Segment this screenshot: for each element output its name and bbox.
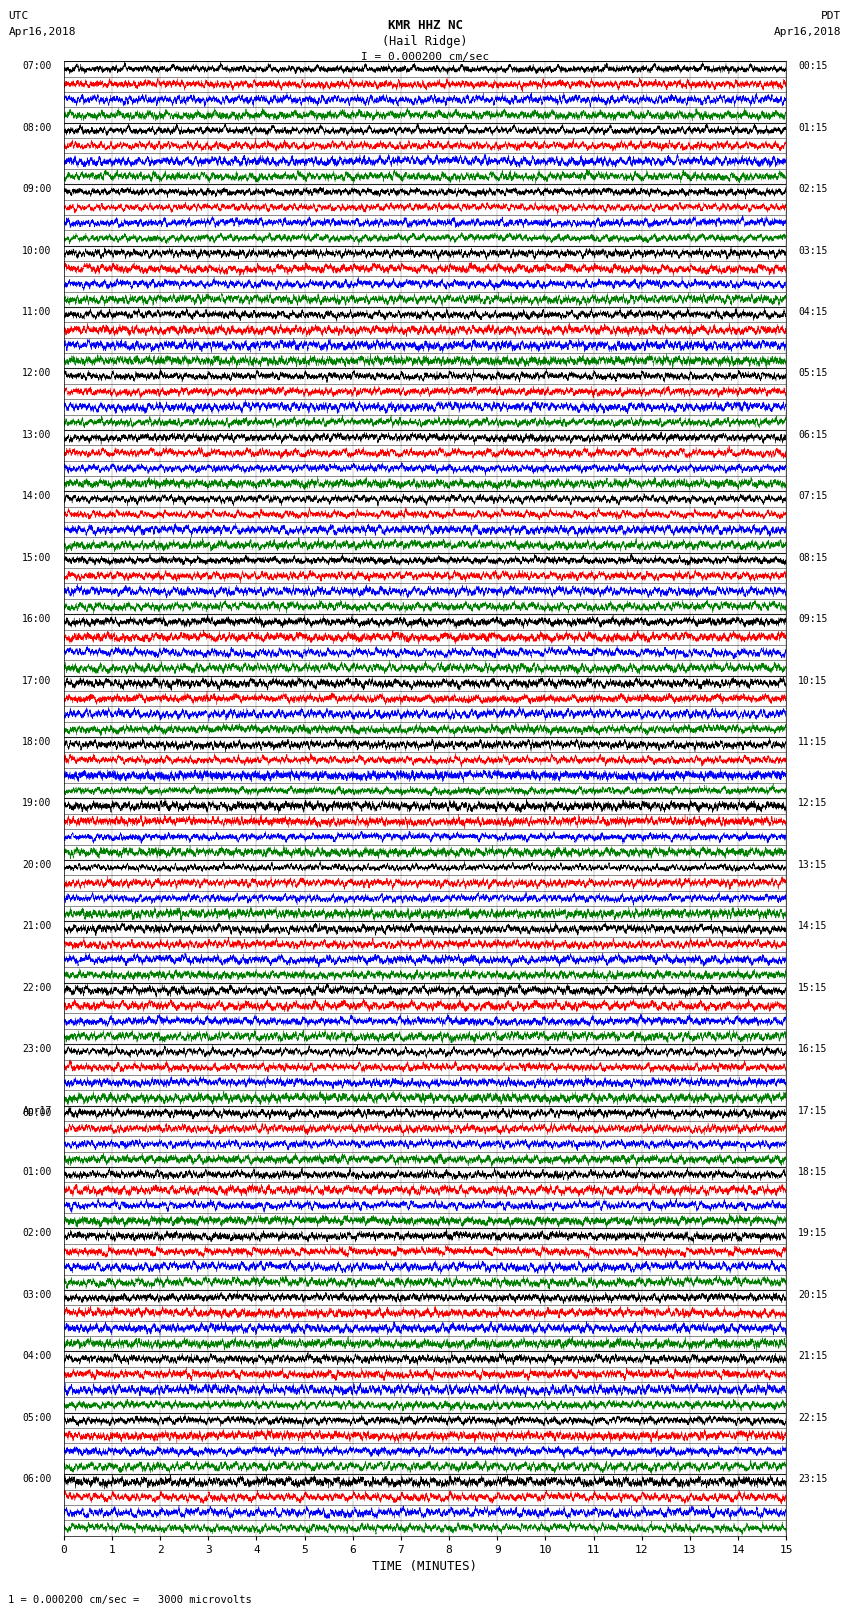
Text: 03:15: 03:15 bbox=[798, 245, 828, 255]
Text: UTC: UTC bbox=[8, 11, 29, 21]
Text: 02:15: 02:15 bbox=[798, 184, 828, 194]
X-axis label: TIME (MINUTES): TIME (MINUTES) bbox=[372, 1560, 478, 1573]
Text: 05:15: 05:15 bbox=[798, 368, 828, 379]
Text: 03:00: 03:00 bbox=[22, 1290, 52, 1300]
Text: 16:15: 16:15 bbox=[798, 1044, 828, 1055]
Text: 20:15: 20:15 bbox=[798, 1290, 828, 1300]
Text: 14:15: 14:15 bbox=[798, 921, 828, 931]
Text: 21:00: 21:00 bbox=[22, 921, 52, 931]
Text: KMR HHZ NC: KMR HHZ NC bbox=[388, 19, 462, 32]
Text: 16:00: 16:00 bbox=[22, 615, 52, 624]
Text: 11:00: 11:00 bbox=[22, 306, 52, 318]
Text: 06:15: 06:15 bbox=[798, 431, 828, 440]
Text: 08:15: 08:15 bbox=[798, 553, 828, 563]
Text: 20:00: 20:00 bbox=[22, 860, 52, 869]
Text: 17:00: 17:00 bbox=[22, 676, 52, 686]
Text: 15:00: 15:00 bbox=[22, 553, 52, 563]
Text: 18:00: 18:00 bbox=[22, 737, 52, 747]
Text: 04:00: 04:00 bbox=[22, 1352, 52, 1361]
Text: 19:15: 19:15 bbox=[798, 1229, 828, 1239]
Text: 23:15: 23:15 bbox=[798, 1474, 828, 1484]
Text: PDT: PDT bbox=[821, 11, 842, 21]
Text: (Hail Ridge): (Hail Ridge) bbox=[382, 35, 468, 48]
Text: Apr16,2018: Apr16,2018 bbox=[8, 27, 76, 37]
Text: 21:15: 21:15 bbox=[798, 1352, 828, 1361]
Text: 07:00: 07:00 bbox=[22, 61, 52, 71]
Text: Apr16,2018: Apr16,2018 bbox=[774, 27, 842, 37]
Text: I = 0.000200 cm/sec: I = 0.000200 cm/sec bbox=[361, 52, 489, 61]
Text: 19:00: 19:00 bbox=[22, 798, 52, 808]
Text: 15:15: 15:15 bbox=[798, 982, 828, 992]
Text: 05:00: 05:00 bbox=[22, 1413, 52, 1423]
Text: 22:15: 22:15 bbox=[798, 1413, 828, 1423]
Text: 08:00: 08:00 bbox=[22, 123, 52, 132]
Text: 02:00: 02:00 bbox=[22, 1229, 52, 1239]
Text: 00:00: 00:00 bbox=[22, 1108, 52, 1118]
Text: Apr17: Apr17 bbox=[22, 1105, 52, 1116]
Text: 13:00: 13:00 bbox=[22, 431, 52, 440]
Text: 12:15: 12:15 bbox=[798, 798, 828, 808]
Text: 11:15: 11:15 bbox=[798, 737, 828, 747]
Text: 14:00: 14:00 bbox=[22, 492, 52, 502]
Text: 13:15: 13:15 bbox=[798, 860, 828, 869]
Text: 12:00: 12:00 bbox=[22, 368, 52, 379]
Text: 06:00: 06:00 bbox=[22, 1474, 52, 1484]
Text: 10:00: 10:00 bbox=[22, 245, 52, 255]
Text: 17:15: 17:15 bbox=[798, 1105, 828, 1116]
Text: 00:15: 00:15 bbox=[798, 61, 828, 71]
Text: 1 = 0.000200 cm/sec =   3000 microvolts: 1 = 0.000200 cm/sec = 3000 microvolts bbox=[8, 1595, 252, 1605]
Text: 07:15: 07:15 bbox=[798, 492, 828, 502]
Text: 23:00: 23:00 bbox=[22, 1044, 52, 1055]
Text: 10:15: 10:15 bbox=[798, 676, 828, 686]
Text: 01:15: 01:15 bbox=[798, 123, 828, 132]
Text: 01:00: 01:00 bbox=[22, 1168, 52, 1177]
Text: 04:15: 04:15 bbox=[798, 306, 828, 318]
Text: 09:00: 09:00 bbox=[22, 184, 52, 194]
Text: 09:15: 09:15 bbox=[798, 615, 828, 624]
Text: 22:00: 22:00 bbox=[22, 982, 52, 992]
Text: 18:15: 18:15 bbox=[798, 1168, 828, 1177]
